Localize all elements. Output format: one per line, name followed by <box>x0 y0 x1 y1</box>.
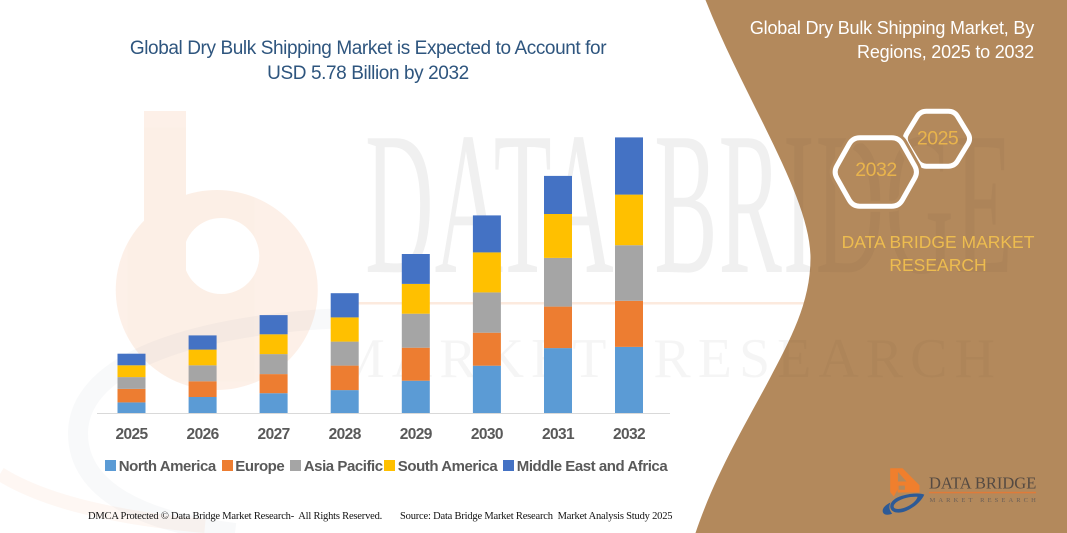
svg-text:MARKET RESEARCH: MARKET RESEARCH <box>930 497 1039 504</box>
svg-text:DATA BRIDGE: DATA BRIDGE <box>929 474 1036 493</box>
svg-text:2025: 2025 <box>917 128 959 150</box>
svg-text:MARKET RESEARCH: MARKET RESEARCH <box>335 328 1002 390</box>
svg-text:2032: 2032 <box>855 159 896 181</box>
